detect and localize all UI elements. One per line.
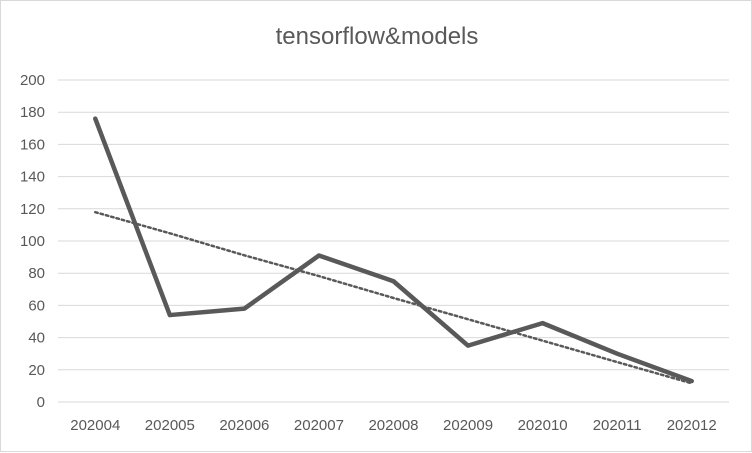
y-tick-label: 180 [20,104,45,121]
y-tick-label: 160 [20,136,45,153]
series-line [95,119,691,381]
x-tick-label: 202007 [294,417,344,434]
y-tick-label: 60 [28,297,45,314]
x-tick-label: 202005 [145,417,195,434]
x-tick-label: 202009 [443,417,493,434]
y-tick-label: 140 [20,169,45,186]
y-tick-label: 20 [28,362,45,379]
x-tick-label: 202010 [518,417,568,434]
y-tick-label: 100 [20,233,45,250]
trendline [95,212,691,383]
chart-title: tensorflow&models [276,23,479,50]
x-tick-label: 202012 [667,417,717,434]
y-tick-label: 120 [20,201,45,218]
gridlines [58,80,729,402]
trendline-layer [95,212,691,383]
x-tick-label: 202011 [593,417,642,434]
y-tick-label: 200 [20,72,45,89]
y-tick-label: 0 [37,394,45,411]
y-tick-label: 40 [28,330,45,347]
x-tick-label: 202008 [368,417,418,434]
x-axis-ticks: 202004 202005 202006 202007 202008 202009 2020… [70,417,717,434]
y-tick-label: 80 [28,265,45,282]
x-tick-label: 202006 [219,417,269,434]
x-tick-label: 202004 [70,417,120,434]
y-axis-ticks: 0 20 40 60 80 100 120 140 160 180 200 [20,72,45,411]
series-layer [95,119,692,382]
